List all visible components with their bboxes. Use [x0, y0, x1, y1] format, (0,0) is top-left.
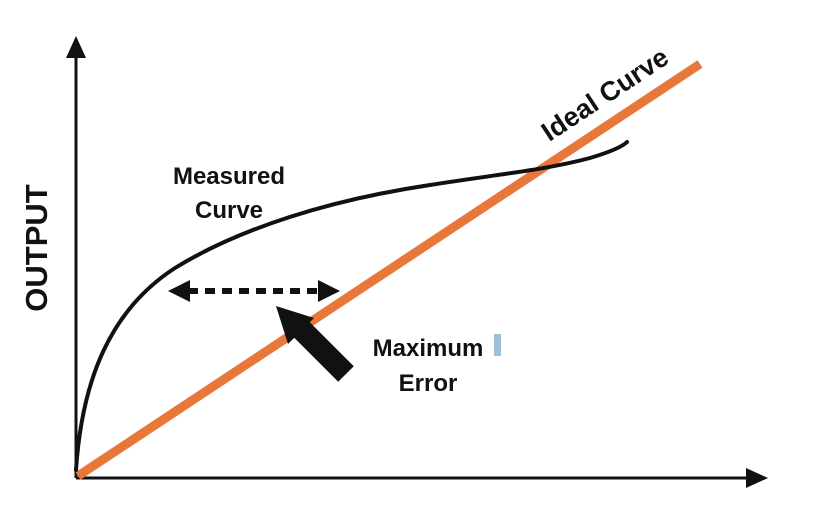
- measured-curve-line: [74, 140, 629, 472]
- x-axis-arrow-icon: [746, 468, 768, 488]
- max-error-label-line1: Maximum: [373, 335, 484, 362]
- measured-curve-label-line2: Curve: [195, 197, 263, 224]
- text-cursor: [494, 334, 501, 356]
- error-span-left-arrowhead-icon: [168, 280, 190, 302]
- y-axis-label: OUTPUT: [19, 184, 54, 312]
- y-axis-arrow-icon: [66, 36, 86, 58]
- measured-curve-label-line1: Measured: [173, 163, 285, 190]
- ideal-curve-line: [75, 60, 703, 480]
- error-span-arrow: [168, 280, 340, 302]
- max-error-label-line2: Error: [399, 370, 458, 397]
- thick-arrow-icon: [276, 306, 354, 382]
- axes: [66, 36, 768, 488]
- error-span-right-arrowhead-icon: [318, 280, 340, 302]
